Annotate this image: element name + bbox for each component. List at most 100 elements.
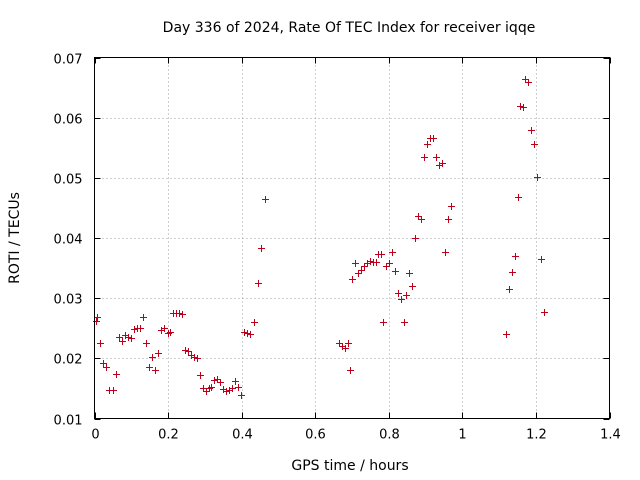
y-tick-label: 0.06 [54, 113, 83, 128]
data-point [185, 348, 192, 355]
data-point [512, 253, 519, 260]
data-point [211, 377, 218, 384]
data-point [203, 388, 210, 395]
data-point [442, 249, 449, 256]
data-point [336, 340, 343, 347]
data-point [232, 378, 239, 385]
data-point [345, 340, 352, 347]
data-point [194, 355, 201, 362]
data-point [244, 330, 251, 337]
data-point [94, 314, 101, 321]
x-tick-label: 0.8 [379, 428, 400, 443]
data-point [97, 340, 104, 347]
data-point [113, 371, 120, 378]
data-point [238, 392, 245, 399]
data-point [509, 269, 516, 276]
data-point [140, 314, 147, 321]
data-point [389, 249, 396, 256]
x-tick-label: 1.2 [526, 428, 547, 443]
data-point [347, 367, 354, 374]
axes: 0 0.2 0.4 0.6 0.8 1 1.2 1.4 0.01 0.02 0.03 0.04 0.05… [54, 53, 621, 443]
data-point [262, 196, 269, 203]
data-point [349, 276, 356, 283]
y-tick-label: 0.03 [54, 293, 83, 308]
data-point [538, 256, 545, 263]
x-tick-label: 0.4 [232, 428, 253, 443]
data-point [520, 104, 527, 111]
data-point [258, 245, 265, 252]
data-point [161, 325, 168, 332]
y-tick-label: 0.07 [54, 53, 83, 68]
data-point [403, 292, 410, 299]
data-point [208, 384, 215, 391]
data-point [103, 364, 110, 371]
data-point [182, 347, 189, 354]
y-tick-label: 0.04 [54, 233, 83, 248]
data-point [342, 345, 349, 352]
data-point [119, 338, 126, 345]
data-point [176, 310, 183, 317]
data-point [143, 340, 150, 347]
data-point [229, 385, 236, 392]
data-point [214, 376, 221, 383]
data-point [361, 263, 368, 270]
x-tick-label: 0.6 [305, 428, 326, 443]
data-point [415, 213, 422, 220]
y-tick-label: 0.02 [54, 353, 83, 368]
data-point [439, 160, 446, 167]
data-point [241, 329, 248, 336]
data-point [373, 259, 380, 266]
x-tick-label: 0 [91, 428, 99, 443]
data-point [255, 280, 262, 287]
data-point [352, 260, 359, 267]
data-point [247, 331, 254, 338]
data-point [424, 141, 431, 148]
data-points [93, 76, 548, 399]
data-point [503, 331, 510, 338]
x-tick-label: 1 [458, 428, 466, 443]
data-point [541, 309, 548, 316]
data-point [412, 235, 419, 242]
data-point [251, 319, 258, 326]
x-tick-label: 1.4 [600, 428, 621, 443]
data-point [380, 319, 387, 326]
data-point [149, 354, 156, 361]
data-point [223, 388, 230, 395]
x-axis-label: GPS time / hours [291, 458, 408, 474]
data-point [409, 283, 416, 290]
data-point [152, 367, 159, 374]
data-point [525, 79, 532, 86]
data-point [146, 364, 153, 371]
data-point [197, 372, 204, 379]
x-tick-label: 0.2 [158, 428, 179, 443]
data-point [217, 379, 224, 386]
y-tick-label: 0.05 [54, 173, 83, 188]
data-point [358, 267, 365, 274]
data-point [110, 387, 117, 394]
data-point [137, 325, 144, 332]
data-point [506, 286, 513, 293]
data-point [191, 354, 198, 361]
data-point [167, 329, 174, 336]
data-point [528, 127, 535, 134]
data-point [433, 154, 440, 161]
data-point [367, 258, 374, 265]
data-point [116, 334, 123, 341]
plot-frame [94, 57, 610, 419]
data-point [235, 384, 242, 391]
data-point [378, 251, 385, 258]
data-point [386, 260, 393, 267]
grid-lines [94, 57, 610, 419]
data-point [200, 385, 207, 392]
data-point [406, 270, 413, 277]
y-tick-label: 0.01 [54, 414, 83, 429]
data-point [517, 103, 524, 110]
data-point [395, 290, 402, 297]
data-point [448, 203, 455, 210]
data-point [125, 334, 132, 341]
y-axis-label: ROTI / TECUs [7, 192, 23, 284]
data-point [100, 360, 107, 367]
data-point [179, 311, 186, 318]
data-point [155, 350, 162, 357]
